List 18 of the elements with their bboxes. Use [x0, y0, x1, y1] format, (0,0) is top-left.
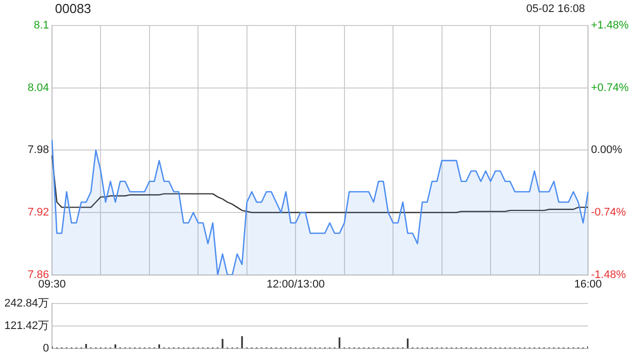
y-tick-label: 8.1: [34, 20, 49, 32]
y-tick-label: 7.98: [28, 144, 49, 156]
chart-subtitle: 05-02 16:08: [526, 3, 585, 15]
y-tick-label: 121.42万: [4, 320, 49, 332]
y-tick-label: 7.92: [28, 206, 49, 219]
x-tick-label: 09:30: [38, 278, 66, 290]
y2-tick-label: +0.74%: [591, 82, 629, 94]
y2-tick-label: -1.48%: [591, 268, 626, 281]
y-tick-label: 242.84万: [4, 298, 49, 310]
y2-tick-label: 0.00%: [591, 144, 622, 156]
y2-tick-label: -0.74%: [591, 206, 626, 219]
y2-tick-label: +1.48%: [591, 20, 629, 32]
y-tick-label: 7.86: [28, 268, 49, 281]
x-tick-label: 16:00: [574, 278, 602, 290]
y-tick-label: 8.04: [28, 82, 49, 94]
x-tick-label: 12:00/13:00: [266, 278, 325, 290]
chart-title: 00083: [55, 1, 92, 16]
y-tick-label: 0: [42, 342, 49, 354]
